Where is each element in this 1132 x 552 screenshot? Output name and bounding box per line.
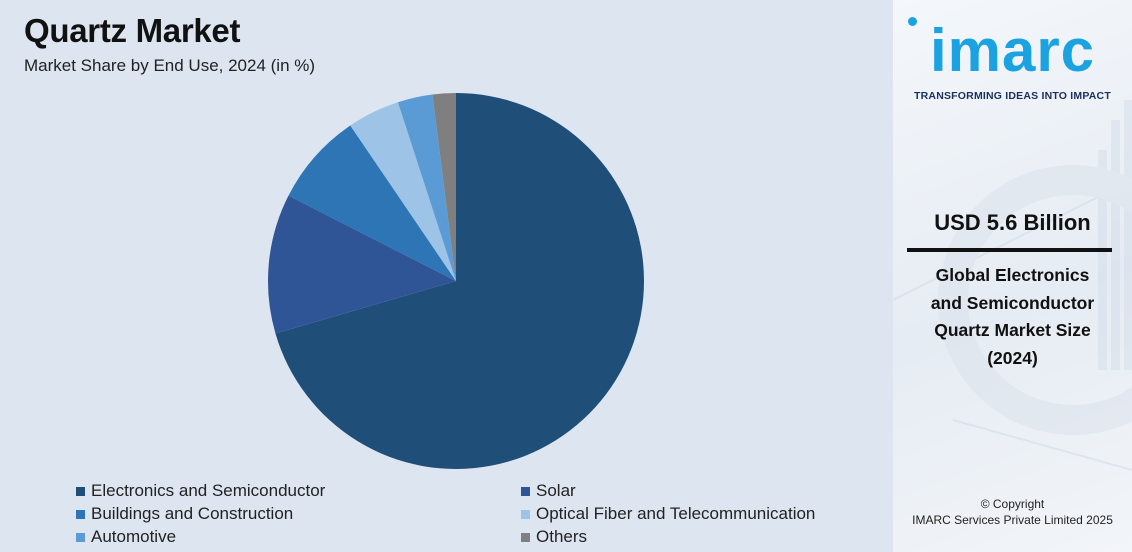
chart-panel: Quartz Market Market Share by End Use, 2… xyxy=(0,0,893,552)
logo-tagline: TRANSFORMING IDEAS INTO IMPACT xyxy=(914,90,1111,102)
legend-label: Electronics and Semiconductor xyxy=(91,481,326,500)
market-size-description: Global Electronics and Semiconductor Qua… xyxy=(893,262,1132,372)
chart-legend: Electronics and Semiconductor Solar Buildi… xyxy=(76,481,856,547)
info-sidebar: imarc TRANSFORMING IDEAS INTO IMPACT xyxy=(893,0,1132,552)
pie-slice-electronics-and-semiconductor xyxy=(275,93,644,469)
legend-swatch xyxy=(521,486,530,496)
logo-dot-icon xyxy=(908,17,917,26)
legend-swatch xyxy=(76,486,85,496)
legend-label: Others xyxy=(536,527,588,546)
market-desc-line: Global Electronics xyxy=(935,265,1090,285)
market-size-value: USD 5.6 Billion xyxy=(934,210,1091,235)
divider xyxy=(907,248,1112,252)
legend-swatch xyxy=(76,509,85,519)
legend-item: Solar xyxy=(521,481,856,501)
copyright-line: © Copyright xyxy=(980,497,1045,511)
pie-slice-automotive xyxy=(397,94,456,281)
legend-label: Buildings and Construction xyxy=(91,504,294,523)
legend-swatch xyxy=(521,509,530,519)
chart-subtitle: Market Share by End Use, 2024 (in %) xyxy=(24,56,316,75)
pie-chart xyxy=(267,93,644,469)
copyright-line: IMARC Services Private Limited 2025 xyxy=(912,513,1113,527)
market-desc-line: and Semiconductor xyxy=(930,292,1095,313)
market-desc-line: Quartz Market Size xyxy=(934,320,1091,340)
logo-wordmark: imarc xyxy=(929,17,1096,84)
pie-slice-others xyxy=(432,93,456,281)
legend-item: Others xyxy=(521,527,856,547)
imarc-logo: imarc TRANSFORMING IDEAS INTO IMPACT xyxy=(905,14,1120,102)
legend-label: Automotive xyxy=(91,527,177,546)
pie-slice-buildings-and-construction xyxy=(288,125,456,281)
pie-slice-optical-fiber-and-telecommunication xyxy=(350,102,456,281)
market-desc-line: (2024) xyxy=(987,347,1038,368)
legend-label: Optical Fiber and Telecommunication xyxy=(536,504,816,523)
background-chart-graphic xyxy=(893,100,1132,471)
legend-item: Optical Fiber and Telecommunication xyxy=(521,504,856,524)
legend-label: Solar xyxy=(536,481,576,500)
copyright-notice: © Copyright IMARC Services Private Limit… xyxy=(893,496,1132,528)
legend-item: Buildings and Construction xyxy=(76,504,521,524)
pie-slice-solar xyxy=(267,195,456,334)
legend-item: Automotive xyxy=(76,527,521,547)
legend-swatch xyxy=(76,532,85,542)
legend-swatch xyxy=(521,532,530,542)
chart-title: Quartz Market xyxy=(24,12,241,49)
legend-item: Electronics and Semiconductor xyxy=(76,481,521,501)
